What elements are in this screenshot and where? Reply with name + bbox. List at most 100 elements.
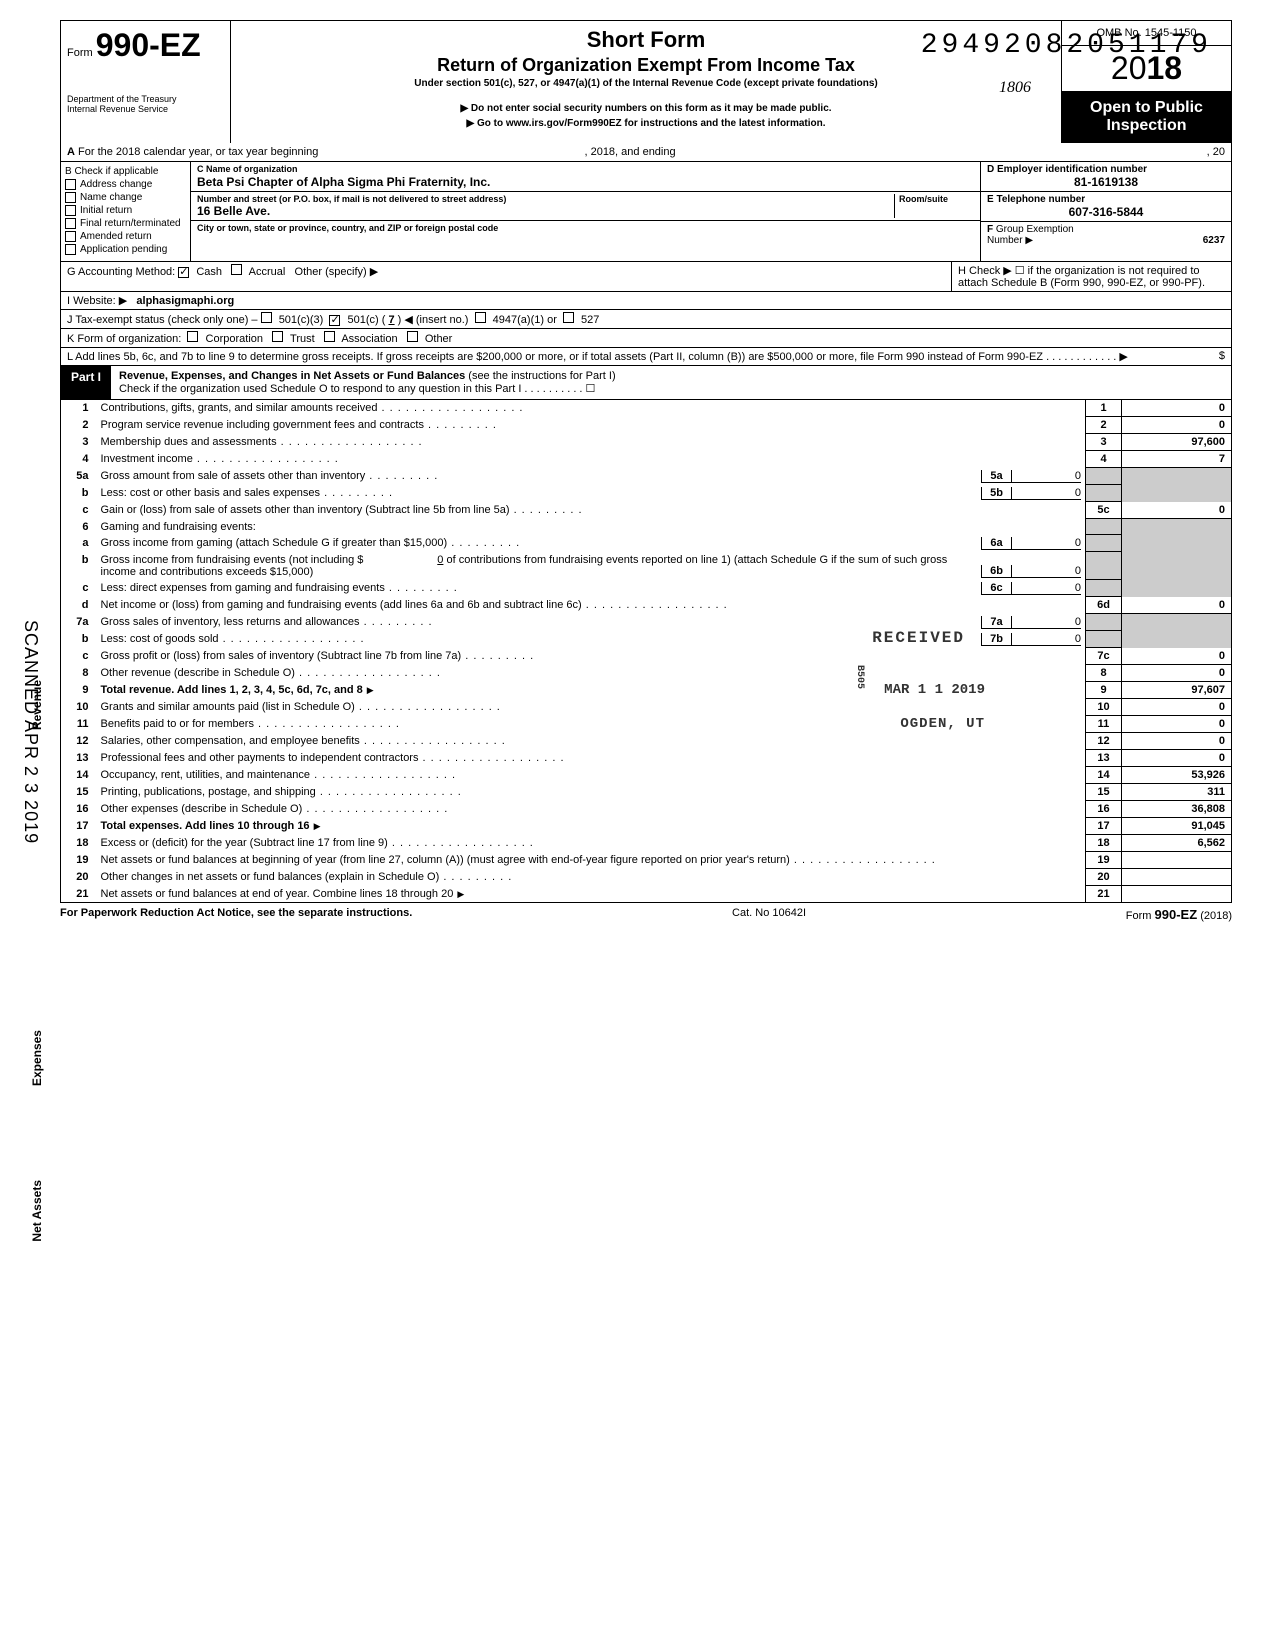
room-label: Room/suite (899, 194, 974, 204)
open-line1: Open to Public (1066, 99, 1227, 117)
footer-left: For Paperwork Reduction Act Notice, see … (60, 907, 412, 922)
chk-corp[interactable] (187, 331, 198, 342)
l6a-desc: Gross income from gaming (attach Schedul… (101, 537, 448, 549)
l18-num: 18 (61, 835, 97, 852)
l5c-desc: Gain or (loss) from sale of assets other… (101, 504, 510, 516)
received-stamp: RECEIVED (872, 629, 965, 647)
chk-501c[interactable] (329, 315, 340, 326)
l12-amt: 0 (1122, 733, 1232, 750)
side-netassets: Net Assets (30, 1180, 44, 1242)
return-title: Return of Organization Exempt From Incom… (241, 55, 1051, 76)
chk-501c3[interactable] (261, 312, 272, 323)
l8-desc: Other revenue (describe in Schedule O) (101, 667, 295, 679)
chk-527[interactable] (563, 312, 574, 323)
l6c-subamt: 0 (1011, 582, 1081, 595)
lbl-other-org: Other (425, 333, 453, 345)
l5b-num: b (61, 485, 97, 502)
l12-desc: Salaries, other compensation, and employ… (101, 735, 360, 747)
lbl-accrual: Accrual (249, 266, 286, 278)
phone-box: E Telephone number 607-316-5844 (981, 192, 1231, 222)
l17-desc: Total expenses. Add lines 10 through 16 (101, 820, 310, 832)
b-text: Check if applicable (72, 166, 159, 177)
l7c-num: c (61, 648, 97, 665)
l6b-num: b (61, 552, 97, 580)
row-i: I Website: ▶ alphasigmaphi.org (60, 292, 1232, 310)
line-3: 3Membership dues and assessments397,600 (61, 434, 1232, 451)
l5b-subamt: 0 (1011, 487, 1081, 500)
line-21: 21Net assets or fund balances at end of … (61, 886, 1232, 903)
footer-right-year: (2018) (1197, 910, 1232, 922)
l1-desc: Contributions, gifts, grants, and simila… (101, 402, 378, 414)
chk-trust[interactable] (272, 331, 283, 342)
line-1: 1 Contributions, gifts, grants, and simil… (61, 400, 1232, 417)
section-bcdef: B Check if applicable Address change Nam… (60, 162, 1232, 262)
chk-other-org[interactable] (407, 331, 418, 342)
row-a: A For the 2018 calendar year, or tax yea… (60, 143, 1232, 162)
l7a-sublbl: 7a (981, 616, 1011, 629)
chk-name-change[interactable] (65, 192, 76, 203)
ssn-warning: ▶ Do not enter social security numbers o… (241, 103, 1051, 114)
line-7a: 7aGross sales of inventory, less returns… (61, 614, 1232, 631)
l1-amt: 0 (1122, 400, 1232, 417)
lbl-4947: 4947(a)(1) or (493, 314, 557, 326)
lbl-assoc: Association (341, 333, 397, 345)
line-19: 19Net assets or fund balances at beginni… (61, 852, 1232, 869)
line-5b: bLess: cost or other basis and sales exp… (61, 485, 1232, 502)
chk-assoc[interactable] (324, 331, 335, 342)
chk-address-change[interactable] (65, 179, 76, 190)
lbl-address-change: Address change (80, 179, 152, 190)
dept-treasury: Department of the Treasury (67, 94, 224, 104)
chk-cash[interactable] (178, 267, 189, 278)
part1-title-bold: Revenue, Expenses, and Changes in Net As… (119, 370, 468, 382)
l5c-box: 5c (1086, 502, 1122, 519)
l19-box: 19 (1086, 852, 1122, 869)
l14-num: 14 (61, 767, 97, 784)
l1-num: 1 (61, 400, 97, 417)
l6c-desc: Less: direct expenses from gaming and fu… (101, 582, 385, 594)
l20-box: 20 (1086, 869, 1122, 886)
chk-amended[interactable] (65, 231, 76, 242)
l9-box: 9 (1086, 682, 1122, 699)
chk-accrual[interactable] (231, 264, 242, 275)
line-4: 4Investment income47 (61, 451, 1232, 468)
org-name-box: C Name of organization Beta Psi Chapter … (191, 162, 980, 192)
l21-num: 21 (61, 886, 97, 903)
l9-desc: Total revenue. Add lines 1, 2, 3, 4, 5c,… (101, 684, 363, 696)
row-l: L Add lines 5b, 6c, and 7b to line 9 to … (60, 348, 1232, 366)
lbl-final-return: Final return/terminated (80, 218, 181, 229)
chk-app-pending[interactable] (65, 244, 76, 255)
h-label: H (958, 265, 966, 277)
insert-txt: ) ◀ (insert no.) (398, 314, 469, 326)
l7c-amt: 0 (1122, 648, 1232, 665)
l18-box: 18 (1086, 835, 1122, 852)
l3-box: 3 (1086, 434, 1122, 451)
part1-label: Part I (61, 366, 111, 399)
chk-final-return[interactable] (65, 218, 76, 229)
lbl-initial-return: Initial return (80, 205, 132, 216)
lbl-501c3: 501(c)(3) (279, 314, 324, 326)
line-5a: 5aGross amount from sale of assets other… (61, 468, 1232, 485)
l2-desc: Program service revenue including govern… (101, 419, 424, 431)
l7c-box: 7c (1086, 648, 1122, 665)
l18-amt: 6,562 (1122, 835, 1232, 852)
phone: 607-316-5844 (987, 205, 1225, 219)
f-text: Group Exemption (996, 224, 1074, 235)
l15-amt: 311 (1122, 784, 1232, 801)
l1-box: 1 (1086, 400, 1122, 417)
chk-4947[interactable] (475, 312, 486, 323)
l16-num: 16 (61, 801, 97, 818)
form-prefix: Form (67, 47, 93, 59)
i-label: I Website: ▶ (67, 295, 127, 307)
l8-num: 8 (61, 665, 97, 682)
l6-num: 6 (61, 519, 97, 535)
row-a-text: For the 2018 calendar year, or tax year … (78, 146, 318, 158)
g-label: G Accounting Method: (67, 266, 175, 278)
footer-mid: Cat. No 10642I (732, 907, 806, 922)
group-exempt-box: F Group Exemption Number ▶ 6237 (981, 222, 1231, 248)
l10-num: 10 (61, 699, 97, 716)
chk-initial-return[interactable] (65, 205, 76, 216)
lbl-other-method: Other (specify) ▶ (295, 266, 379, 278)
l6c-num: c (61, 580, 97, 597)
date-stamp: MAR 1 1 2019 (884, 682, 985, 698)
header-left: Form 990-EZ Department of the Treasury I… (61, 21, 231, 143)
